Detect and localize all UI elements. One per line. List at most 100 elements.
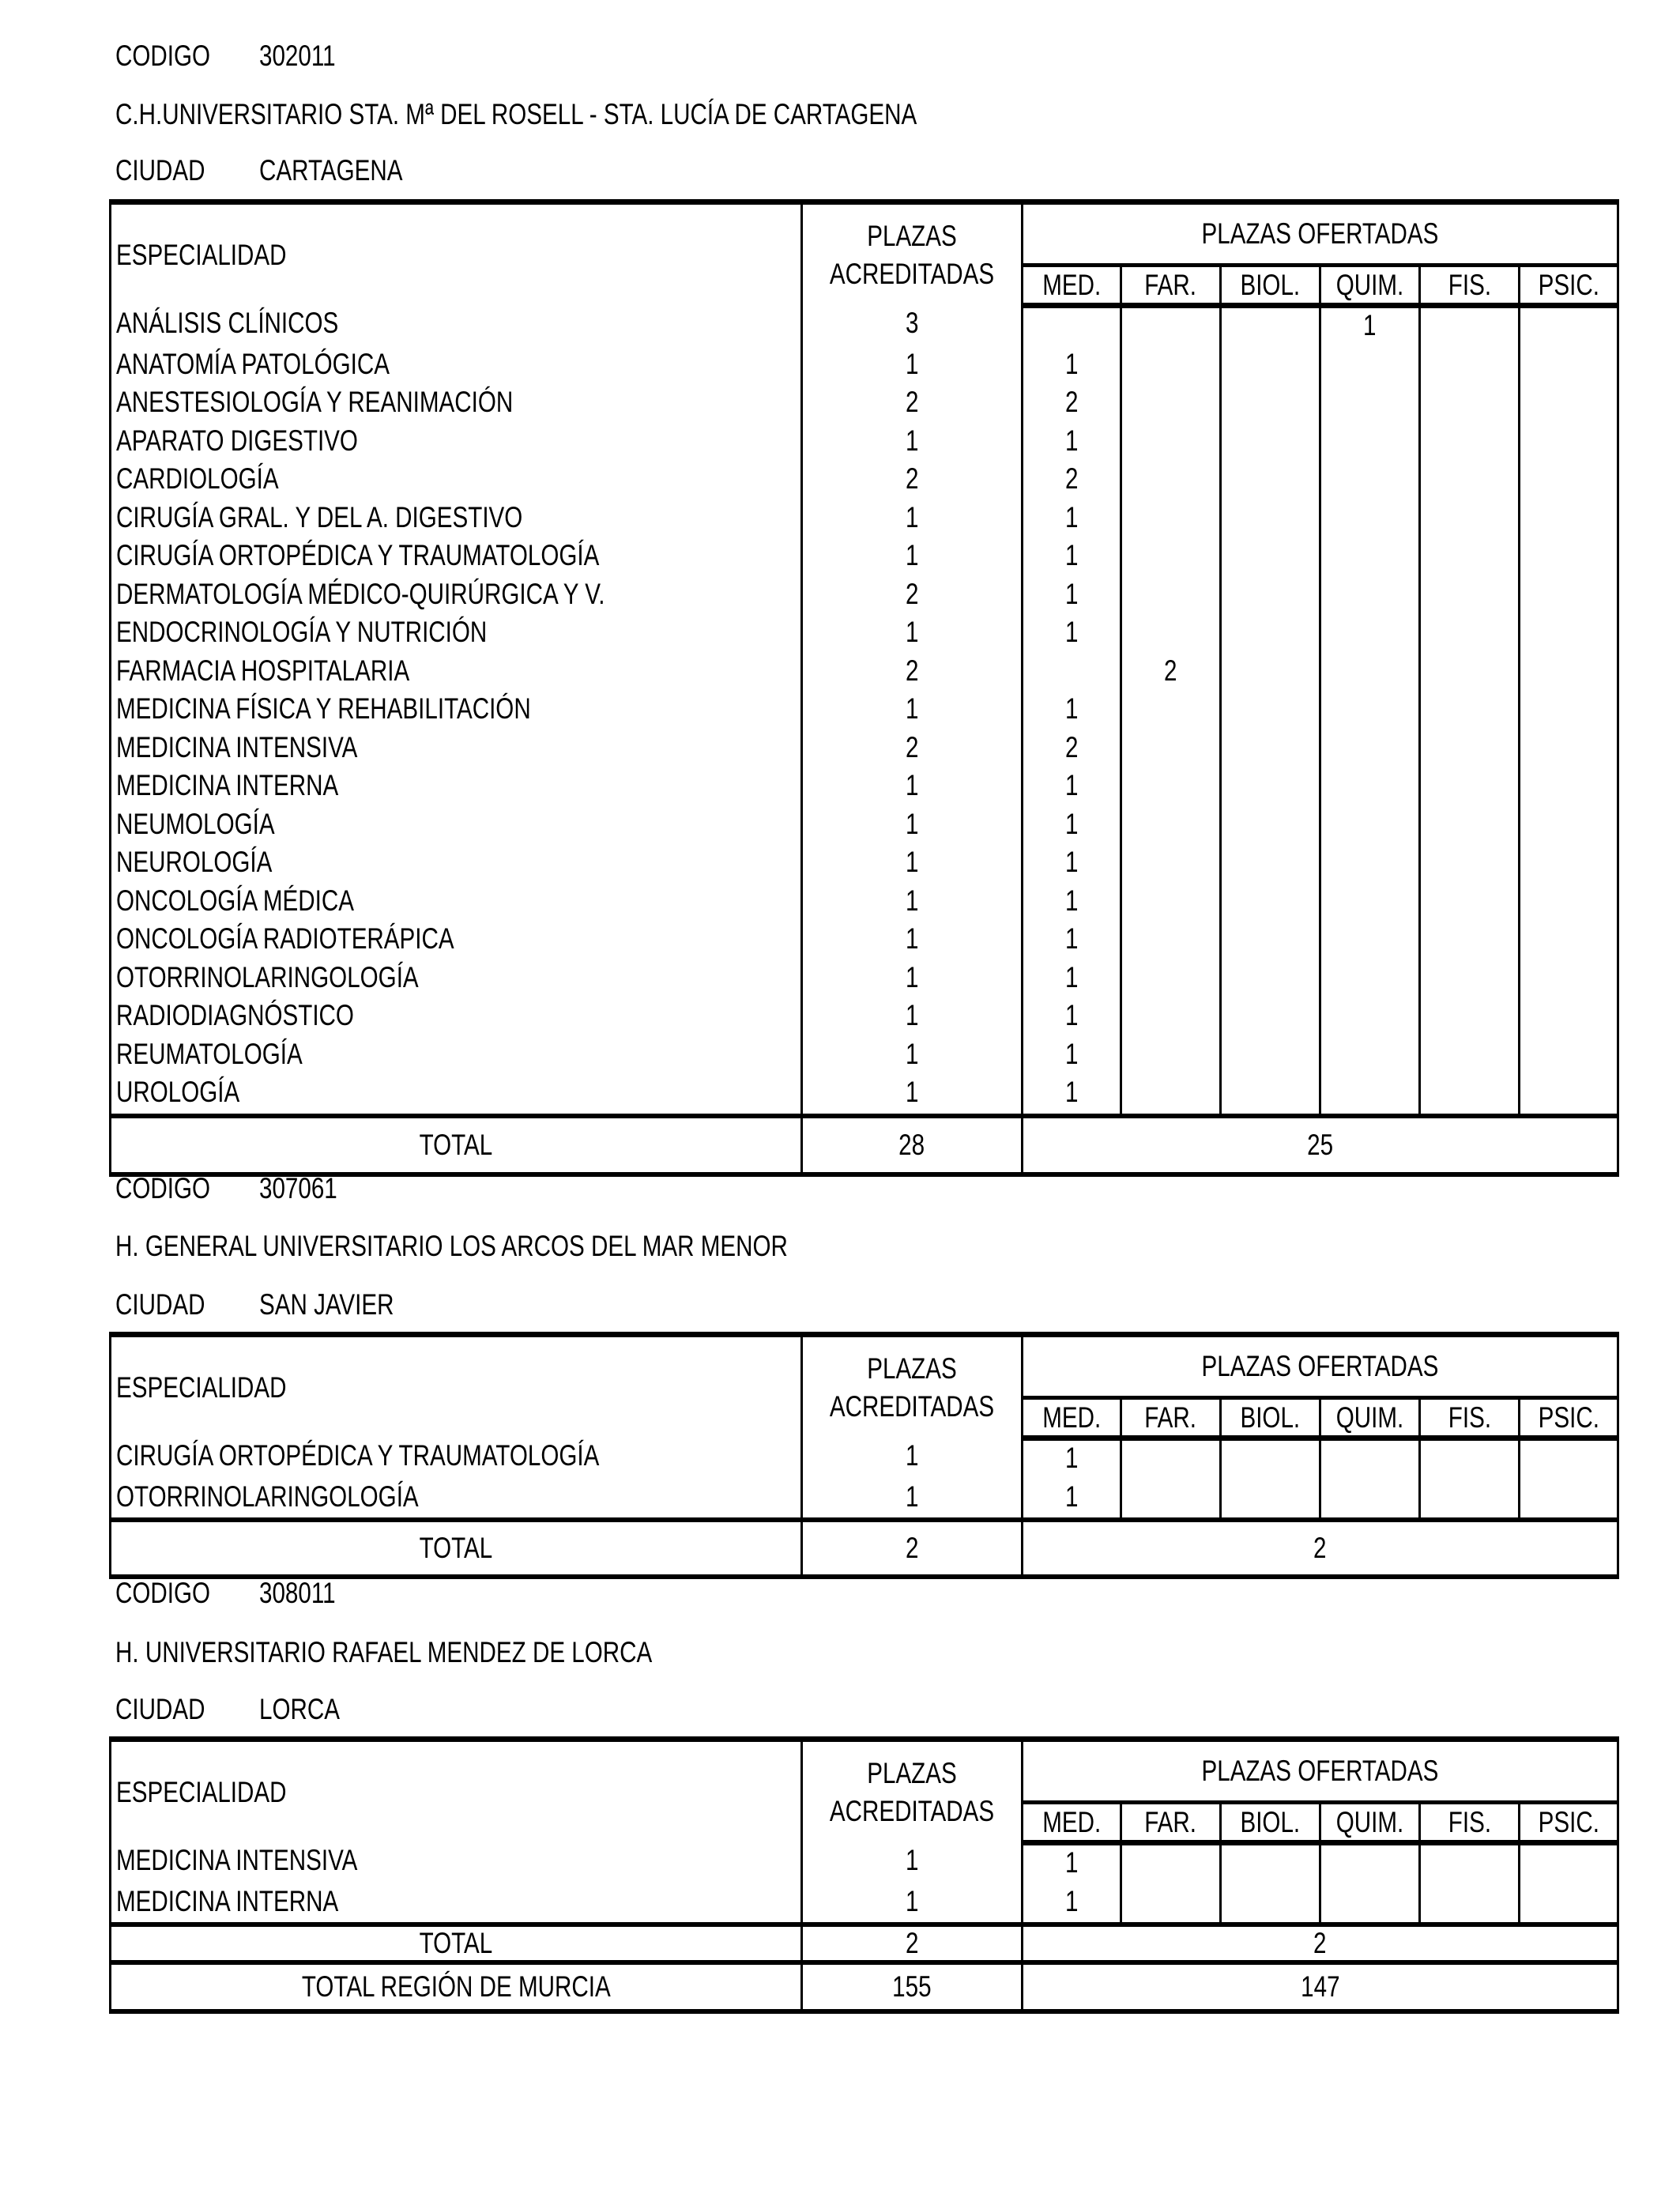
total-ofertadas: 2 [1021,1517,1619,1579]
header-plazas-acreditadas: PLAZAS ACREDITADAS [800,1332,1023,1438]
header-especialidad-text: ESPECIALIDAD [116,1775,287,1808]
total-acreditadas: 2 [800,1517,1023,1579]
ofertadas-cell-psic [1518,423,1619,462]
ofertadas-cell-biol [1219,462,1321,500]
header-plazas-acreditadas: PLAZAS ACREDITADAS [800,1736,1023,1843]
acreditadas-cell: 1 [800,538,1023,577]
table-row: OTORRINOLARINGOLOGÍA 1 1 [109,1479,1619,1520]
ofertadas-cell-far [1120,959,1222,998]
ofertadas-cell-quim [1319,845,1421,884]
ofertadas-cell-fis [1418,1438,1520,1480]
ofertadas-cell-biol [1219,729,1321,768]
acreditadas-cell: 1 [800,998,1023,1037]
header-col-med-text: MED. [1042,1805,1101,1838]
header-col-far: FAR. [1120,1802,1222,1845]
acreditadas-cell-text: 1 [905,1076,919,1108]
ofertadas-cell-fis [1418,615,1520,654]
total-ofertadas: 2 [1021,1922,1619,1965]
acreditadas-cell-text: 1 [905,999,919,1031]
acreditadas-cell-text: 2 [905,730,919,763]
hospital-name: H. UNIVERSITARIO RAFAEL MENDEZ DE LORCA [115,1635,786,1670]
ofertadas-cell-quim [1319,499,1421,538]
acreditadas-cell-text: 1 [905,347,919,380]
ciudad-label-text: CIUDAD [115,154,205,187]
acreditadas-cell-text: 1 [905,500,919,533]
ofertadas-cell-far [1120,305,1222,347]
acreditadas-cell: 1 [800,499,1023,538]
especialidad-cell: ENDOCRINOLOGÍA Y NUTRICIÓN [109,615,803,654]
acreditadas-cell-text: 1 [905,1480,919,1513]
header-col-psic-text: PSIC. [1538,268,1599,301]
ofertadas-cell-psic [1518,1438,1619,1480]
ofertadas-cell-fis [1418,653,1520,692]
table-row: CIRUGÍA ORTOPÉDICA Y TRAUMATOLOGÍA 1 1 [109,1438,1619,1480]
header-col-fis-text: FIS. [1448,1400,1491,1434]
ofertadas-cell-psic [1518,1842,1619,1884]
ofertadas-cell-med [1021,653,1122,692]
total-row: TOTAL 2 2 [109,1517,1619,1579]
header-col-med: MED. [1021,265,1122,308]
header-plazas-acreditadas-text: PLAZAS ACREDITADAS [829,1351,995,1423]
header-col-med: MED. [1021,1397,1122,1441]
header-plazas-acreditadas-text: PLAZAS ACREDITADAS [829,1756,995,1827]
ofertadas-cell-med: 2 [1021,385,1122,424]
header-col-fis: FIS. [1418,265,1520,308]
codigo-label-text: CODIGO [115,1172,211,1204]
region-total-row: TOTAL REGIÓN DE MURCIA 155 147 [109,1960,1619,2014]
ofertadas-cell-med-text: 1 [1064,1037,1079,1070]
table-row: ANATOMÍA PATOLÓGICA 1 1 [109,346,1619,385]
table-row: APARATO DIGESTIVO 1 1 [109,423,1619,462]
acreditadas-cell-text: 1 [905,769,919,801]
table-row: OTORRINOLARINGOLOGÍA 1 1 [109,959,1619,998]
ofertadas-cell-fis [1418,1075,1520,1116]
especialidad-cell-text: DERMATOLOGÍA MÉDICO-QUIRÚRGICA Y V. [116,577,605,610]
header-col-med: MED. [1021,1802,1122,1845]
especialidad-cell: CIRUGÍA ORTOPÉDICA Y TRAUMATOLOGÍA [109,1438,803,1480]
especialidad-cell-text: FARMACIA HOSPITALARIA [116,654,410,687]
especialidad-cell-text: MEDICINA INTENSIVA [116,1843,358,1876]
ofertadas-cell-far [1120,845,1222,884]
ofertadas-cell-quim [1319,998,1421,1037]
ofertadas-cell-quim [1319,922,1421,960]
especialidad-cell-text: REUMATOLOGÍA [116,1037,303,1070]
ofertadas-cell-far [1120,692,1222,730]
header-col-quim-text: QUIM. [1335,1400,1404,1434]
especialidad-cell: REUMATOLOGÍA [109,1036,803,1075]
codigo-label: CODIGO [115,1171,234,1206]
acreditadas-cell-text: 1 [905,616,919,648]
header-col-psic-text: PSIC. [1538,1400,1599,1434]
ofertadas-cell-quim [1319,1842,1421,1884]
header-plazas-acreditadas: PLAZAS ACREDITADAS [800,199,1023,306]
ofertadas-cell-quim [1319,959,1421,998]
ofertadas-cell-quim [1319,462,1421,500]
ofertadas-cell-biol [1219,423,1321,462]
acreditadas-cell: 2 [800,653,1023,692]
especialidad-cell: MEDICINA INTENSIVA [109,1842,803,1884]
header-plazas-ofertadas: PLAZAS OFERTADAS [1021,1332,1619,1400]
ofertadas-cell-fis [1418,959,1520,998]
hospital-name-text: H. GENERAL UNIVERSITARIO LOS ARCOS DEL M… [115,1230,788,1262]
ofertadas-cell-quim [1319,615,1421,654]
header-especialidad-text: ESPECIALIDAD [116,1370,287,1404]
ofertadas-cell-biol [1219,1075,1321,1116]
ofertadas-cell-quim [1319,883,1421,922]
ofertadas-cell-med: 1 [1021,1075,1122,1116]
ofertadas-cell-psic [1518,768,1619,807]
ofertadas-cell-quim [1319,346,1421,385]
acreditadas-cell: 1 [800,1036,1023,1075]
ofertadas-cell-med: 1 [1021,883,1122,922]
ofertadas-cell-psic [1518,806,1619,845]
acreditadas-cell: 1 [800,1075,1023,1116]
ofertadas-cell-med: 1 [1021,346,1122,385]
ofertadas-cell-quim [1319,692,1421,730]
acreditadas-cell-text: 1 [905,922,919,955]
subheader-row: MED. FAR. BIOL. QUIM. FIS. PSIC. [111,1397,1619,1441]
ofertadas-cell-biol [1219,998,1321,1037]
total-ofertadas-text: 2 [1313,1927,1327,1959]
especialidad-cell: ANÁLISIS CLÍNICOS [109,305,803,347]
total-acreditadas: 2 [800,1922,1023,1965]
subheader-row: MED. FAR. BIOL. QUIM. FIS. PSIC. [111,265,1619,308]
ofertadas-cell-far [1120,385,1222,424]
ofertadas-cell-biol [1219,346,1321,385]
ofertadas-cell-far [1120,1883,1222,1924]
